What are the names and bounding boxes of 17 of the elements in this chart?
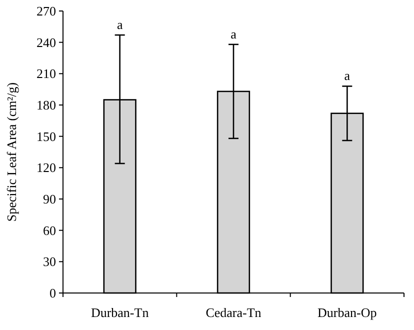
y-tick-label: 180 — [36, 98, 56, 113]
annotation: a — [116, 17, 123, 32]
y-tick-label: 270 — [36, 4, 56, 19]
y-tick-label: 150 — [36, 128, 56, 144]
annotation: a — [344, 68, 350, 84]
x-tick-label: Durban-Op — [318, 305, 377, 320]
y-tick-label: 120 — [36, 160, 56, 176]
y-tick-label: 210 — [36, 66, 56, 82]
y-axis-title: Specific Leaf Area (cm²/g) — [4, 82, 19, 222]
annotation: a — [230, 26, 237, 42]
y-tick-label: 90 — [43, 192, 56, 207]
x-tick-label: Cedara-Tn — [206, 305, 262, 320]
y-tick-label: 30 — [43, 254, 56, 270]
y-tick-label: 60 — [43, 222, 56, 238]
y-tick-label: 240 — [36, 34, 56, 50]
y-tick-label: 0 — [50, 286, 56, 301]
x-tick-label: Durban-Tn — [90, 305, 150, 320]
